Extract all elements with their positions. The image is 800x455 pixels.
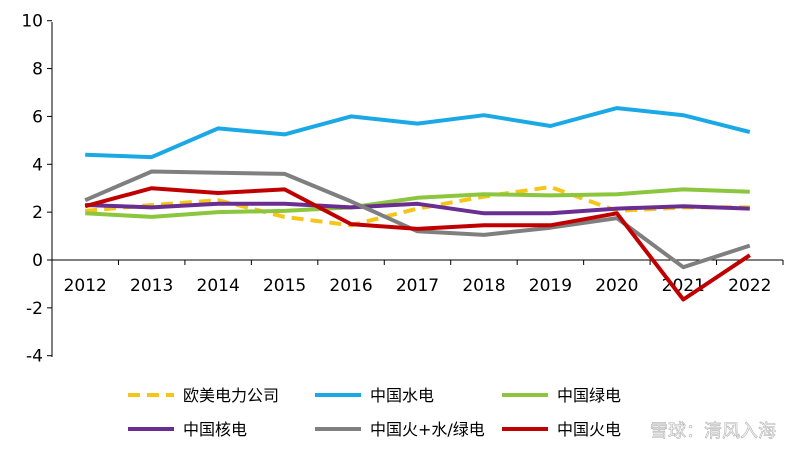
y-tick-label: 2 <box>32 203 43 223</box>
series-line <box>85 106 751 160</box>
x-tick-label: 2015 <box>263 276 306 296</box>
legend-label: 中国绿电 <box>557 386 621 405</box>
y-tick-label: 4 <box>32 155 43 175</box>
y-tick-label: -2 <box>26 299 43 319</box>
y-tick-label: 6 <box>32 107 43 127</box>
x-tick-label: 2018 <box>462 276 505 296</box>
x-tick-label: 2017 <box>396 276 439 296</box>
y-tick-label: 10 <box>21 12 43 32</box>
y-tick-label: -4 <box>26 347 43 367</box>
x-tick-labels: 2012 2013 2014 2015 2016 2017 2018 2019 2020 2021… <box>64 276 772 296</box>
series-line <box>85 201 750 216</box>
series-line <box>85 187 750 219</box>
y-tick-label: 8 <box>32 60 43 80</box>
x-tick-label: 2014 <box>197 276 240 296</box>
x-tick-label: 2019 <box>529 276 572 296</box>
legend-label: 中国水电 <box>370 386 434 405</box>
legend-label: 中国核电 <box>183 420 247 439</box>
watermark-text: 雪球：清风入海 <box>650 421 776 442</box>
legend-label: 中国火电 <box>557 420 621 439</box>
series-line <box>84 169 751 270</box>
series-lines <box>84 106 751 302</box>
legend-label: 中国火+水/绿电 <box>370 420 485 439</box>
x-tick-label: 2022 <box>728 276 771 296</box>
x-tick-label: 2016 <box>329 276 372 296</box>
axes <box>47 20 784 357</box>
y-tick-label: 0 <box>32 251 43 271</box>
legend-label: 欧美电力公司 <box>183 386 279 405</box>
x-tick-label: 2013 <box>130 276 173 296</box>
x-tick-label: 2012 <box>64 276 107 296</box>
y-tick-labels: 10 8 6 4 2 0 -2 -4 <box>21 12 43 367</box>
x-tick-label: 2020 <box>595 276 638 296</box>
series-line <box>84 186 751 302</box>
